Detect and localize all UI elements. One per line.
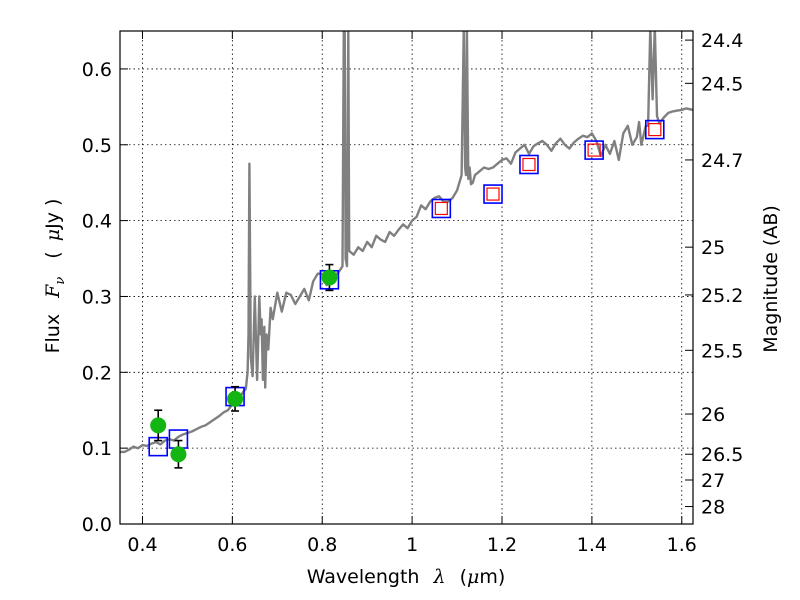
y-axis-unit-open: ( [42,251,64,258]
y-tick-label: 0.1 [82,438,112,460]
x-axis-label-text: Wavelength [307,566,420,588]
nir-model-square [431,198,452,219]
x-tick-label: 1.4 [577,534,607,556]
y2-tick-label: 25 [701,237,725,259]
nir-model-square-inner [648,122,662,137]
observed-point [150,417,167,434]
y-tick-label: 0.2 [82,362,112,384]
y2-tick-label: 24.7 [701,150,743,172]
y-axis-subscript: ν [53,277,68,285]
spectrum-layer [120,31,693,454]
x-tick-label: 1 [406,534,418,556]
nir-model-square-inner [587,143,601,157]
marker-layer [148,119,665,469]
nir-model-square [644,119,665,140]
y-tick-label: 0.5 [82,135,112,157]
nir-model-square [519,154,539,175]
axis-ticks: 0.4 0.6 0.8 1 1.2 1.4 1.6 0.0 0.1 0.2 0.3 0.4 0.5 0.6… [82,30,744,556]
nir-model-square [584,140,604,160]
y2-tick-label: 26.5 [701,444,743,466]
x-axis-symbol: λ [432,566,445,588]
y-axis-symbol: F [42,284,64,299]
y-tick-label: 0.6 [82,59,112,81]
nir-model-square-inner [434,201,448,216]
x-tick-label: 0.8 [307,534,337,556]
nir-model-square [483,184,503,204]
y2-tick-label: 24.5 [701,73,743,95]
x-tick-label: 1.2 [487,534,517,556]
nir-model-square-inner [522,157,536,172]
x-axis-unit-rest: m) [479,566,505,588]
y2-tick-label: 25.2 [701,285,743,307]
y-tick-label: 0.3 [82,286,112,308]
x-tick-label: 0.4 [127,534,157,556]
y2-axis-label: Magnitude (AB) [760,205,782,353]
spectrum-line [120,31,693,454]
y-tick-label: 0.0 [82,514,112,536]
observed-point [170,446,187,463]
y2-tick-label: 25.5 [701,340,743,362]
y-axis-unit-mu: μ [42,229,64,241]
plot-frame [119,30,694,525]
x-axis-unit-mu: μ [467,566,479,588]
y-axis-unit-rest: Jy ) [42,199,64,230]
y2-tick-label: 27 [701,470,725,492]
y-axis-label-text: Flux [42,314,64,354]
grid [120,31,693,525]
nir-model-square-inner [486,187,500,201]
x-tick-label: 1.6 [667,534,697,556]
y2-tick-label: 28 [701,497,725,519]
x-axis-unit-open: ( [460,566,467,588]
y2-tick-label: 26 [701,404,725,426]
y-tick-label: 0.4 [82,211,112,233]
y-axis-label: Flux Fν ( μJy ) [42,199,69,354]
observed-point [321,269,338,286]
observed-point [227,390,244,407]
x-axis-label: Wavelength λ (μm) [307,566,506,588]
y2-tick-label: 24.4 [701,30,743,52]
x-tick-label: 0.6 [217,534,247,556]
